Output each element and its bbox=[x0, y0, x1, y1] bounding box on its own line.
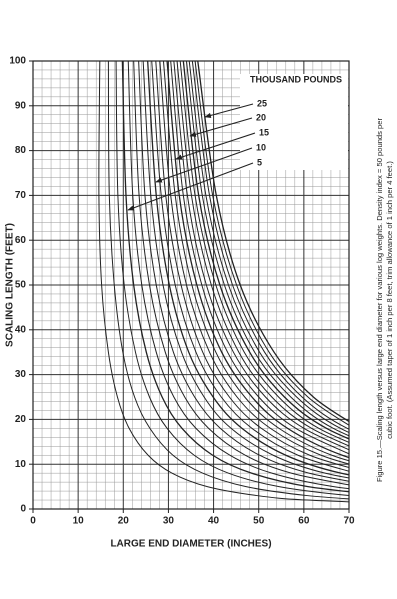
x-tick-label: 20 bbox=[118, 516, 130, 527]
x-tick-label: 70 bbox=[343, 516, 355, 527]
y-tick-label: 0 bbox=[20, 504, 26, 515]
x-axis-title: LARGE END DIAMETER (INCHES) bbox=[110, 539, 271, 550]
y-tick-label: 80 bbox=[15, 145, 27, 156]
curve bbox=[142, 61, 349, 479]
curve bbox=[179, 61, 349, 443]
curve bbox=[155, 61, 349, 469]
curve bbox=[162, 61, 349, 462]
curve bbox=[127, 61, 349, 490]
y-tick-label: 70 bbox=[15, 190, 27, 201]
x-tick-label: 50 bbox=[253, 516, 265, 527]
curve bbox=[147, 61, 349, 476]
curve bbox=[185, 61, 349, 437]
curve bbox=[133, 61, 349, 486]
curve bbox=[166, 61, 349, 459]
curve bbox=[188, 61, 349, 434]
curve-label: 15 bbox=[259, 127, 269, 137]
curves bbox=[98, 61, 349, 503]
curve bbox=[170, 61, 349, 455]
caption-line: cubic foot. (Assumed taper of 1 inch per… bbox=[385, 161, 394, 439]
y-tick-label: 40 bbox=[15, 324, 27, 335]
label-arrow bbox=[127, 162, 254, 211]
y-tick-label: 10 bbox=[15, 459, 27, 470]
label-arrow bbox=[204, 103, 254, 118]
y-tick-label: 90 bbox=[15, 100, 27, 111]
y-tick-label: 100 bbox=[9, 56, 26, 67]
curve bbox=[121, 61, 349, 493]
curve bbox=[98, 61, 349, 503]
curve-label: 20 bbox=[256, 112, 266, 122]
caption-line: Figure 15.—Scaling length versus large e… bbox=[375, 117, 384, 482]
y-tick-label: 60 bbox=[15, 235, 27, 246]
curve bbox=[191, 61, 349, 430]
y-tick-label: 20 bbox=[15, 414, 27, 425]
y-tick-label: 50 bbox=[15, 280, 27, 291]
y-axis-title: SCALING LENGTH (FEET) bbox=[5, 223, 16, 347]
curve-label: 5 bbox=[257, 157, 262, 167]
label-arrow bbox=[189, 117, 253, 137]
y-tick-label: 30 bbox=[15, 369, 27, 380]
curve bbox=[197, 61, 349, 423]
curve bbox=[138, 61, 349, 482]
curve bbox=[115, 61, 349, 497]
curve bbox=[159, 61, 349, 465]
legend-box bbox=[240, 74, 348, 170]
legend-title: THOUSAND POUNDS bbox=[250, 74, 342, 84]
curve bbox=[151, 61, 349, 472]
x-tick-label: 10 bbox=[73, 516, 85, 527]
x-tick-label: 0 bbox=[30, 516, 36, 527]
label-arrow bbox=[175, 132, 256, 160]
label-arrow bbox=[155, 147, 253, 183]
x-tick-label: 40 bbox=[208, 516, 220, 527]
curve bbox=[176, 61, 349, 447]
curve-label: 10 bbox=[256, 142, 266, 152]
curve bbox=[182, 61, 349, 440]
curve bbox=[173, 61, 349, 451]
x-tick-label: 60 bbox=[298, 516, 310, 527]
x-tick-label: 30 bbox=[163, 516, 175, 527]
curve-label: 25 bbox=[257, 98, 267, 108]
annotations: 5 10 15 20 25 bbox=[127, 98, 269, 211]
curve bbox=[194, 61, 349, 426]
curve bbox=[107, 61, 349, 500]
